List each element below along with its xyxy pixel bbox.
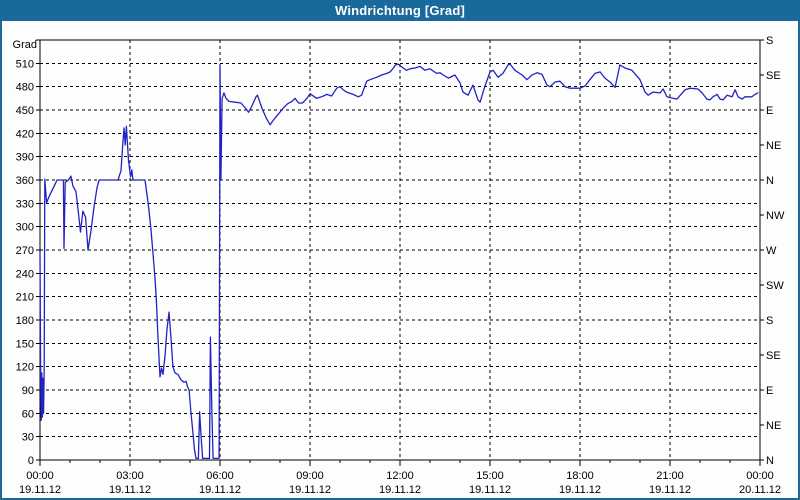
y2-axis-compass-label: S <box>766 35 773 47</box>
x-axis-date-label: 19.11.12 <box>289 484 331 496</box>
x-axis-time-label: 15:00 <box>476 470 504 482</box>
y-axis-tick-label: 60 <box>22 408 34 420</box>
y2-axis-compass-label: S <box>766 315 773 327</box>
y-axis-tick-label: 210 <box>16 292 34 304</box>
y-axis-tick-label: 0 <box>28 455 34 467</box>
y2-axis-compass-label: SW <box>766 280 784 292</box>
y2-axis-compass-label: E <box>766 385 773 397</box>
y2-axis-compass-label: E <box>766 105 773 117</box>
x-axis-time-label: 12:00 <box>386 470 414 482</box>
y-axis-tick-label: 270 <box>16 245 34 257</box>
y-axis-tick-label: 300 <box>16 222 34 234</box>
y-axis-tick-label: 240 <box>16 268 34 280</box>
x-axis-date-label: 19.11.12 <box>469 484 511 496</box>
x-axis-date-label: 19.11.12 <box>199 484 241 496</box>
x-axis-time-label: 00:00 <box>26 470 54 482</box>
x-axis-time-label: 06:00 <box>206 470 234 482</box>
axis-labels: 0 30 60 90 120 150 180 210 240 270 300 330 360 390 420… <box>13 35 785 496</box>
y-axis-tick-label: 90 <box>22 385 34 397</box>
x-axis-date-label: 20.11.12 <box>739 484 781 496</box>
y-axis-tick-label: 180 <box>16 315 34 327</box>
x-axis-date-label: 19.11.12 <box>379 484 421 496</box>
y-axis-tick-label: 150 <box>16 338 34 350</box>
window-title: Windrichtung [Grad] <box>334 3 466 18</box>
y-axis-tick-label: 450 <box>16 105 34 117</box>
y2-axis-compass-label: SE <box>766 70 781 82</box>
y2-axis-compass-label: NE <box>766 140 781 152</box>
x-axis-date-label: 19.11.12 <box>559 484 601 496</box>
y2-axis-compass-label: W <box>766 245 777 257</box>
y2-axis-compass-label: NW <box>766 210 785 222</box>
y-axis-title: Grad <box>13 39 37 51</box>
y-axis-tick-label: 510 <box>16 58 34 70</box>
y2-axis-compass-label: N <box>766 175 774 187</box>
x-axis-time-label: 21:00 <box>656 470 684 482</box>
y-axis-tick-label: 330 <box>16 198 34 210</box>
y-axis-tick-label: 360 <box>16 175 34 187</box>
window-titlebar: Windrichtung [Grad] <box>0 0 800 21</box>
x-axis-date-label: 19.11.12 <box>109 484 151 496</box>
x-axis-time-label: 00:00 <box>746 470 774 482</box>
y-axis-tick-label: 480 <box>16 82 34 94</box>
x-axis-time-label: 18:00 <box>566 470 594 482</box>
y-axis-tick-label: 120 <box>16 362 34 374</box>
y-axis-tick-label: 390 <box>16 152 34 164</box>
x-axis-time-label: 09:00 <box>296 470 324 482</box>
x-axis-date-label: 19.11.12 <box>19 484 61 496</box>
x-axis-time-label: 03:00 <box>116 470 144 482</box>
x-axis-date-label: 19.11.12 <box>649 484 691 496</box>
y2-axis-compass-label: SE <box>766 350 781 362</box>
data-series <box>39 63 759 460</box>
y2-axis-compass-label: N <box>766 455 774 467</box>
axis-ticks <box>36 39 764 466</box>
gridlines <box>40 40 760 460</box>
y2-axis-compass-label: NE <box>766 420 781 432</box>
wind-direction-line <box>39 63 759 460</box>
y-axis-tick-label: 30 <box>22 432 34 444</box>
y-axis-tick-label: 420 <box>16 128 34 140</box>
